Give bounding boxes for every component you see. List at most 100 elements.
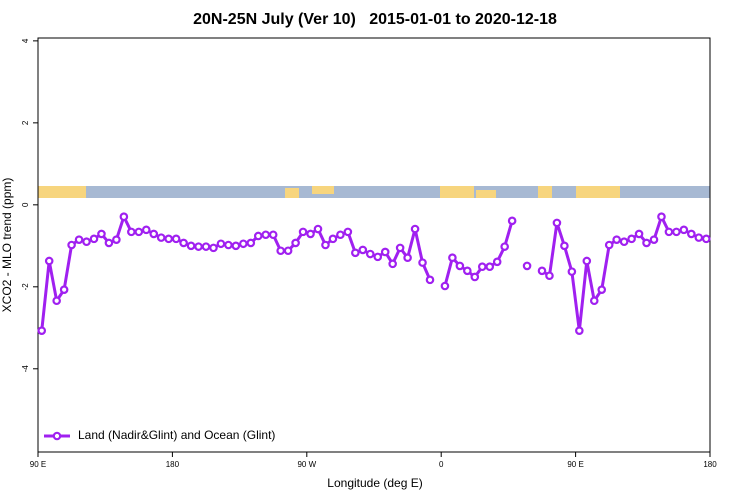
legend-marker <box>52 431 62 441</box>
point <box>104 238 114 248</box>
point <box>164 234 173 244</box>
point <box>89 234 99 244</box>
point <box>209 243 218 253</box>
point <box>395 243 405 253</box>
point <box>552 218 562 228</box>
point <box>410 224 420 234</box>
point <box>194 242 203 251</box>
y-axis-label: XCO2 - MLO trend (ppm) <box>0 178 14 313</box>
point <box>44 256 54 266</box>
x-tick-label: 180 <box>703 460 717 469</box>
y-tick-label: -4 <box>21 365 30 373</box>
point <box>298 227 308 237</box>
point <box>156 233 166 242</box>
chart-title: 20N-25N July (Ver 10) 2015-01-01 to 2020… <box>193 11 557 28</box>
y-tick-label: 0 <box>21 202 30 207</box>
point <box>560 241 569 251</box>
point <box>119 212 129 222</box>
point <box>470 272 480 282</box>
x-axis-label: Longitude (deg E) <box>327 476 422 490</box>
point <box>448 253 457 263</box>
point <box>522 261 532 271</box>
point <box>463 266 472 276</box>
point <box>567 267 577 276</box>
map-strip <box>38 186 710 198</box>
point <box>328 234 338 244</box>
point <box>612 235 621 244</box>
point <box>283 246 293 256</box>
point <box>224 240 233 250</box>
point <box>485 262 495 272</box>
point <box>291 238 300 248</box>
point <box>239 239 248 249</box>
point <box>268 230 278 240</box>
point <box>141 225 151 235</box>
point <box>418 258 427 267</box>
point <box>619 237 629 247</box>
plot-frame <box>37 37 711 453</box>
point <box>59 285 69 294</box>
point <box>231 241 241 251</box>
point <box>97 229 106 239</box>
point <box>634 229 644 239</box>
y-tick-label: 4 <box>21 38 30 43</box>
point <box>679 225 689 235</box>
point <box>336 230 345 240</box>
point <box>545 271 554 281</box>
point <box>597 285 607 294</box>
point <box>672 227 681 237</box>
point <box>358 245 368 255</box>
point <box>627 234 636 244</box>
point <box>343 227 353 237</box>
point <box>306 229 315 239</box>
point <box>507 216 517 226</box>
x-tick-label: 0 <box>439 460 444 469</box>
point <box>261 230 271 240</box>
x-tick-label: 90 W <box>297 460 316 469</box>
y-tick-label: -2 <box>21 283 30 291</box>
point <box>664 227 674 237</box>
point <box>694 233 704 242</box>
point <box>253 231 263 241</box>
point <box>127 227 136 237</box>
point <box>37 326 47 335</box>
point <box>440 281 450 291</box>
point <box>321 240 330 250</box>
x-tick-label: 90 E <box>567 460 583 469</box>
point <box>67 240 76 250</box>
point <box>149 229 159 239</box>
point <box>365 249 375 259</box>
point <box>537 266 547 276</box>
point <box>380 247 390 257</box>
point <box>171 234 181 244</box>
x-tick-label: 90 E <box>30 460 46 469</box>
point <box>477 262 487 272</box>
point <box>201 242 211 251</box>
point <box>186 241 196 251</box>
point <box>589 296 599 306</box>
point <box>246 238 256 248</box>
point <box>403 253 412 263</box>
point <box>575 326 584 335</box>
point <box>179 238 188 248</box>
point <box>642 238 651 248</box>
point <box>82 237 91 247</box>
point <box>582 256 592 266</box>
point <box>112 235 121 244</box>
y-tick-label: 2 <box>21 120 30 125</box>
point <box>657 212 666 222</box>
x-tick-label: 180 <box>166 460 180 469</box>
point <box>52 296 61 306</box>
point <box>604 240 614 250</box>
point <box>687 229 696 239</box>
point <box>701 234 711 244</box>
point <box>425 275 435 285</box>
point <box>500 242 509 251</box>
point <box>388 259 397 269</box>
point <box>134 227 144 237</box>
point <box>492 257 502 267</box>
point <box>276 246 285 256</box>
point <box>649 235 659 244</box>
point <box>373 252 383 262</box>
